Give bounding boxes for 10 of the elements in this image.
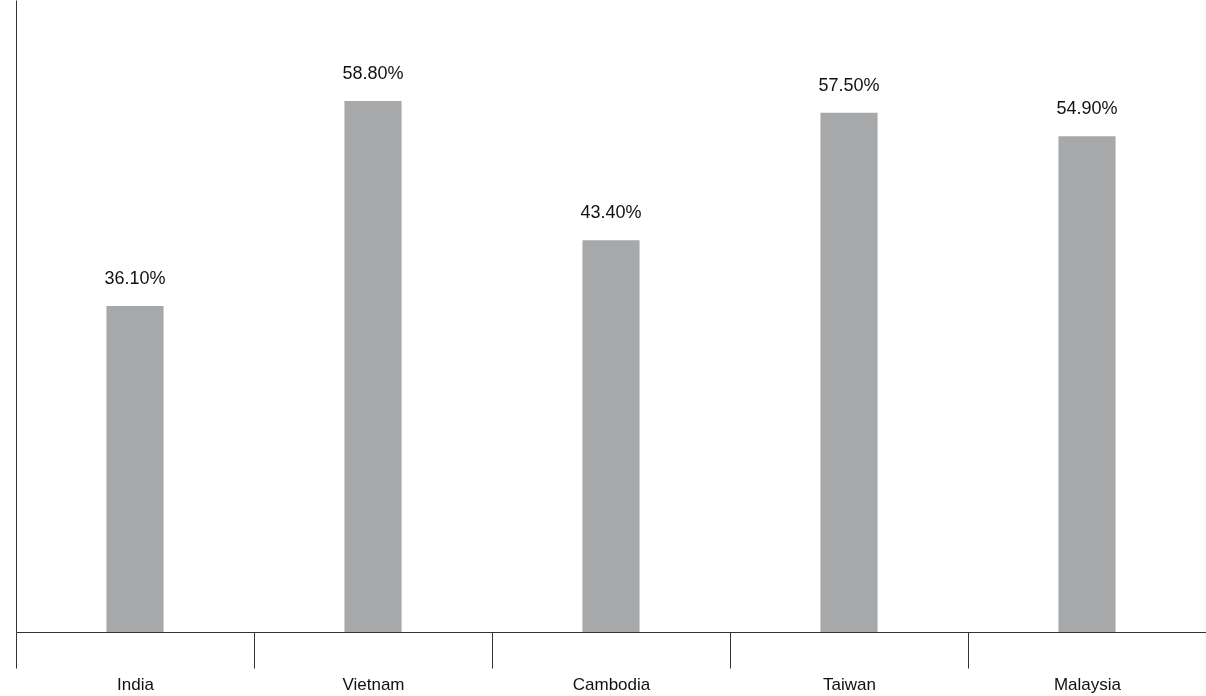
x-tick-label: Taiwan bbox=[823, 674, 876, 694]
x-tick-label: Malaysia bbox=[1053, 674, 1122, 694]
data-label: 36.10% bbox=[104, 268, 166, 289]
x-tick-label: Vietnam bbox=[342, 674, 405, 694]
data-label: 58.80% bbox=[342, 63, 404, 84]
data-label: 57.50% bbox=[818, 74, 880, 95]
data-label: 54.90% bbox=[1056, 98, 1118, 119]
data-label: 43.40% bbox=[580, 202, 642, 223]
x-tick-label: Cambodia bbox=[572, 674, 651, 694]
x-tick-label: India bbox=[117, 674, 155, 694]
